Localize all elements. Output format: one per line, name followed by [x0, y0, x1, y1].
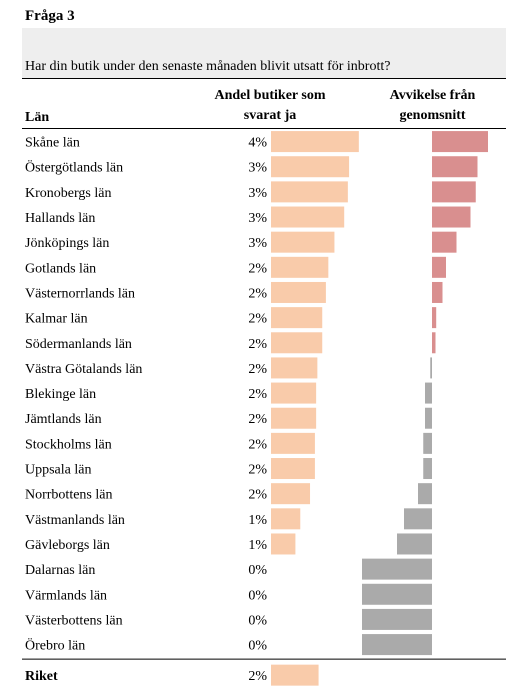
deviation-bar: [432, 281, 443, 303]
share-value-label: 0%: [248, 563, 267, 578]
deviation-bar: [430, 357, 432, 379]
share-bar: [271, 131, 359, 153]
share-value-label: 3%: [248, 186, 267, 201]
region-label: Hallands län: [25, 211, 95, 226]
share-value-label: 0%: [248, 639, 267, 654]
deviation-bar: [423, 432, 432, 454]
region-label: Uppsala län: [25, 463, 91, 478]
share-bar: [271, 231, 335, 253]
share-value-label: 2%: [248, 337, 267, 352]
region-label: Stockholms län: [25, 437, 112, 452]
deviation-bar: [432, 156, 478, 178]
share-bar: [271, 307, 323, 329]
region-label: Skåne län: [25, 136, 80, 151]
share-value-label: 2%: [248, 412, 267, 427]
region-label: Gävleborgs län: [25, 538, 110, 553]
region-label: Västmanlands län: [25, 513, 125, 528]
deviation-bar: [362, 634, 432, 656]
share-value-label: 0%: [248, 588, 267, 603]
share-value-label: 1%: [248, 538, 267, 553]
region-label: Södermanlands län: [25, 337, 132, 352]
deviation-bar: [432, 206, 471, 228]
deviation-bar: [362, 583, 432, 605]
share-value-label: 2%: [248, 463, 267, 478]
share-value-label: 2%: [248, 488, 267, 503]
share-value-label: 2%: [248, 437, 267, 452]
share-bar: [271, 332, 323, 354]
region-label: Örebro län: [25, 637, 85, 654]
region-label: Västra Götalands län: [25, 362, 142, 377]
share-bar: [271, 357, 318, 379]
region-label: Kalmar län: [25, 312, 88, 327]
deviation-bar: [432, 181, 476, 203]
share-bar: [271, 181, 348, 203]
column-header-deviation: Avvikelse från genomsnitt: [360, 86, 505, 126]
share-bar: [271, 508, 301, 530]
region-label: Västerbottens län: [25, 613, 123, 628]
column-header-share-line1: Andel butiker som: [214, 88, 326, 103]
region-label: Östergötlands län: [25, 159, 123, 176]
share-value-label: 1%: [248, 513, 267, 528]
region-label: Blekinge län: [25, 387, 96, 402]
region-label: Dalarnas län: [25, 563, 95, 578]
share-bar: [271, 407, 317, 429]
share-value-label: 4%: [248, 136, 267, 151]
question-text: Har din butik under den senaste månaden …: [25, 59, 391, 74]
deviation-bar: [432, 231, 457, 253]
share-value-label: 2%: [248, 312, 267, 327]
region-label: Norrbottens län: [25, 488, 112, 503]
total-share-bar: [271, 664, 319, 686]
question-divider: [22, 78, 506, 79]
share-bar: [271, 432, 315, 454]
region-label: Värmlands län: [25, 588, 107, 603]
column-header-deviation-line1: Avvikelse från: [389, 88, 476, 103]
share-bar: [271, 483, 311, 505]
share-value-label: 2%: [248, 362, 267, 377]
share-bar: [271, 206, 345, 228]
region-label: Gotlands län: [25, 261, 96, 276]
deviation-bar: [362, 558, 432, 580]
share-value-label: 3%: [248, 161, 267, 176]
share-value-label: 3%: [248, 211, 267, 226]
deviation-bar: [404, 508, 432, 530]
share-value-label: 2%: [248, 286, 267, 301]
total-value-label: 2%: [248, 669, 267, 684]
deviation-bar: [432, 256, 446, 278]
header-divider: [22, 128, 506, 129]
deviation-bar: [432, 332, 436, 354]
deviation-bar: [397, 533, 432, 555]
deviation-bar: [432, 307, 437, 329]
region-label: Västernorrlands län: [25, 286, 135, 301]
column-header-share-line2: svarat ja: [243, 108, 297, 123]
region-label: Jämtlands län: [25, 412, 102, 427]
deviation-bar: [423, 458, 432, 480]
column-header-share: Andel butiker som svarat ja: [190, 86, 350, 126]
share-bar: [271, 458, 315, 480]
question-header-band: [22, 28, 506, 78]
share-value-label: 2%: [248, 387, 267, 402]
share-bar: [271, 533, 296, 555]
share-bar: [271, 382, 317, 404]
deviation-bar: [425, 382, 432, 404]
share-value-label: 2%: [248, 261, 267, 276]
share-value-label: 0%: [248, 613, 267, 628]
deviation-bar: [362, 608, 432, 630]
region-label: Kronobergs län: [25, 186, 111, 201]
share-bar: [271, 256, 329, 278]
region-label: Jönköpings län: [25, 236, 109, 251]
deviation-bar: [432, 131, 488, 153]
share-bar: [271, 281, 326, 303]
question-number: Fråga 3: [25, 8, 75, 24]
share-value-label: 3%: [248, 236, 267, 251]
total-label: Riket: [25, 669, 58, 684]
share-bar: [271, 156, 350, 178]
deviation-bar: [425, 407, 432, 429]
deviation-bar: [418, 483, 432, 505]
column-header-deviation-line2: genomsnitt: [399, 108, 466, 123]
column-header-region: Län: [25, 110, 50, 125]
